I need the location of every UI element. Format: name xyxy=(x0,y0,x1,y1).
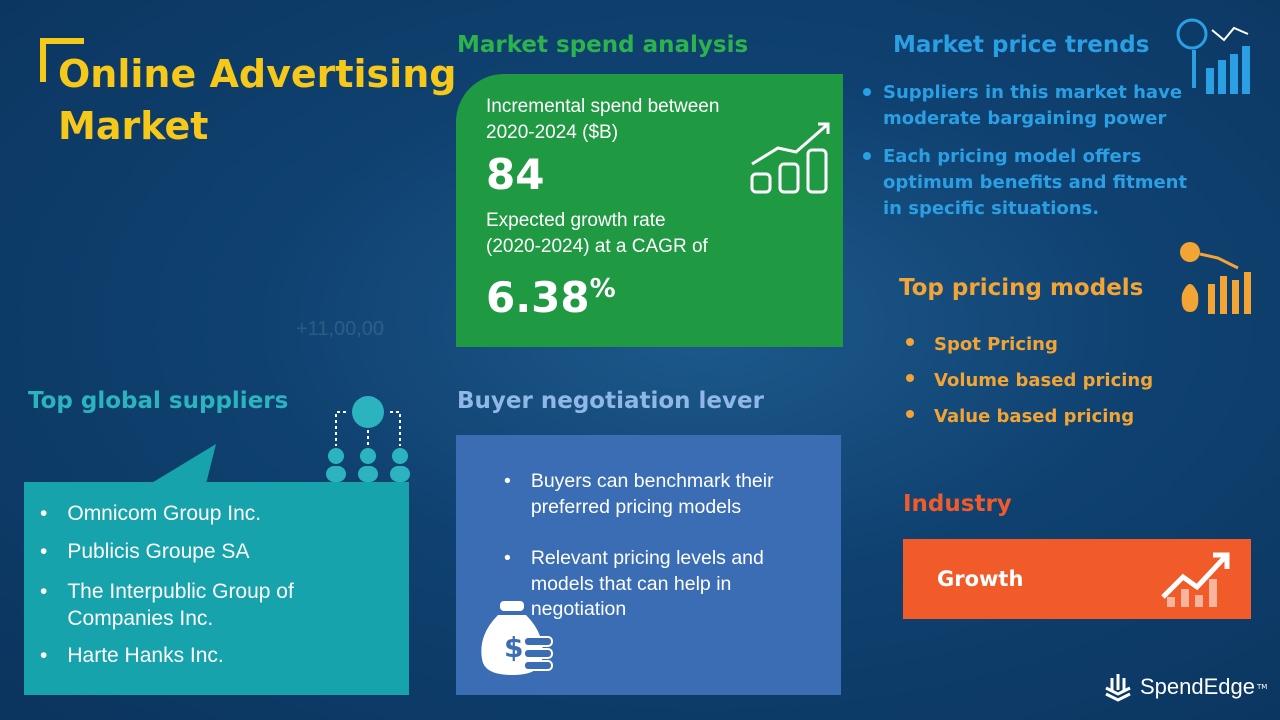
spendedge-logo: SpendEdge TM xyxy=(1104,672,1267,702)
pricing-models-list: Spot Pricing Volume based pricing Value … xyxy=(906,334,1153,427)
pricing-models-heading: Top pricing models xyxy=(899,275,1144,301)
brand-name: SpendEdge xyxy=(1140,674,1255,699)
industry-heading: Industry xyxy=(903,491,1012,517)
price-trends-list: Suppliers in this market have moderate b… xyxy=(863,80,1193,222)
item-text: Publicis Groupe SA xyxy=(67,540,250,563)
item-text: Spot Pricing xyxy=(934,334,1058,355)
list-item: Spot Pricing xyxy=(906,334,1153,355)
bullet-icon xyxy=(863,88,871,96)
list-item: • Omnicom Group Inc. xyxy=(40,502,409,526)
suppliers-list: • Omnicom Group Inc. • Publicis Groupe SA … xyxy=(24,482,409,695)
item-text: Volume based pricing xyxy=(934,370,1154,391)
bullet-icon: • xyxy=(504,470,511,492)
incremental-value: 84 xyxy=(486,150,545,199)
growth-label-years: (2020-2024) at a CAGR of xyxy=(486,236,708,257)
item-text: The Interpublic Group of Companies Inc. xyxy=(67,580,294,630)
title-line-2: Market xyxy=(58,104,209,148)
list-item: Volume based pricing xyxy=(906,370,1153,391)
industry-value: Growth xyxy=(937,567,1024,591)
bullet-icon: • xyxy=(40,644,48,667)
industry-card: Growth xyxy=(903,539,1251,619)
svg-text:$: $ xyxy=(504,631,523,664)
list-item: • Harte Hanks Inc. xyxy=(40,644,409,668)
title-bracket xyxy=(40,38,84,82)
coins-growth-icon xyxy=(750,122,830,194)
bullet-icon xyxy=(906,410,914,418)
list-item: Value based pricing xyxy=(906,406,1153,427)
incremental-label-years: 2020-2024 ($B) xyxy=(486,122,619,143)
negotiation-list: • Buyers can benchmark their preferred pr… xyxy=(456,435,841,695)
market-spend-heading: Market spend analysis xyxy=(457,32,749,58)
growth-arrow-icon xyxy=(1161,552,1230,607)
bullet-icon: • xyxy=(504,547,511,569)
bullet-icon: • xyxy=(40,580,48,603)
cagr-value: 6.38 xyxy=(486,273,590,322)
negotiation-heading: Buyer negotiation lever xyxy=(457,388,764,414)
item-text: Each pricing model offers optimum benefi… xyxy=(883,146,1188,219)
suppliers-heading: Top global suppliers xyxy=(28,388,289,414)
list-item: • Buyers can benchmark their preferred pr… xyxy=(504,469,824,520)
bullet-icon: • xyxy=(40,540,48,563)
price-trends-chart-icon xyxy=(1176,18,1250,94)
list-item: • The Interpublic Group of Companies Inc. xyxy=(40,578,360,632)
market-spend-card: Incremental spend between 2020-2024 ($B)… xyxy=(456,74,843,347)
bullet-icon xyxy=(906,374,914,382)
list-item: • Publicis Groupe SA xyxy=(40,540,409,564)
money-bag-icon: $ xyxy=(481,601,553,675)
growth-label: Expected growth rate xyxy=(486,210,666,231)
item-text: Relevant pricing levels and models that … xyxy=(530,547,764,620)
bullet-icon xyxy=(863,152,871,160)
item-text: Omnicom Group Inc. xyxy=(67,502,262,525)
list-item: • Relevant pricing levels and models that… xyxy=(504,546,814,623)
list-item: Suppliers in this market have moderate b… xyxy=(863,80,1193,132)
spendedge-logo-icon xyxy=(1105,674,1131,702)
background-text: +11,00,00 xyxy=(296,318,385,340)
bullet-icon: • xyxy=(40,502,48,525)
item-text: Buyers can benchmark their preferred pri… xyxy=(530,470,774,518)
page-title: Online Advertising Market xyxy=(58,48,456,152)
speech-tail xyxy=(150,444,216,484)
list-item: Each pricing model offers optimum benefi… xyxy=(863,144,1193,222)
price-trends-heading: Market price trends xyxy=(893,32,1150,58)
money-bag-chart-icon xyxy=(1180,242,1251,314)
incremental-label: Incremental spend between xyxy=(486,96,720,117)
trademark: TM xyxy=(1257,683,1268,691)
item-text: Suppliers in this market have moderate b… xyxy=(883,82,1183,129)
global-network-icon xyxy=(326,396,410,482)
item-text: Harte Hanks Inc. xyxy=(67,644,224,667)
item-text: Value based pricing xyxy=(934,406,1135,427)
bullet-icon xyxy=(906,338,914,346)
cagr-unit: % xyxy=(589,274,616,304)
title-line-1: Online Advertising xyxy=(58,52,457,96)
